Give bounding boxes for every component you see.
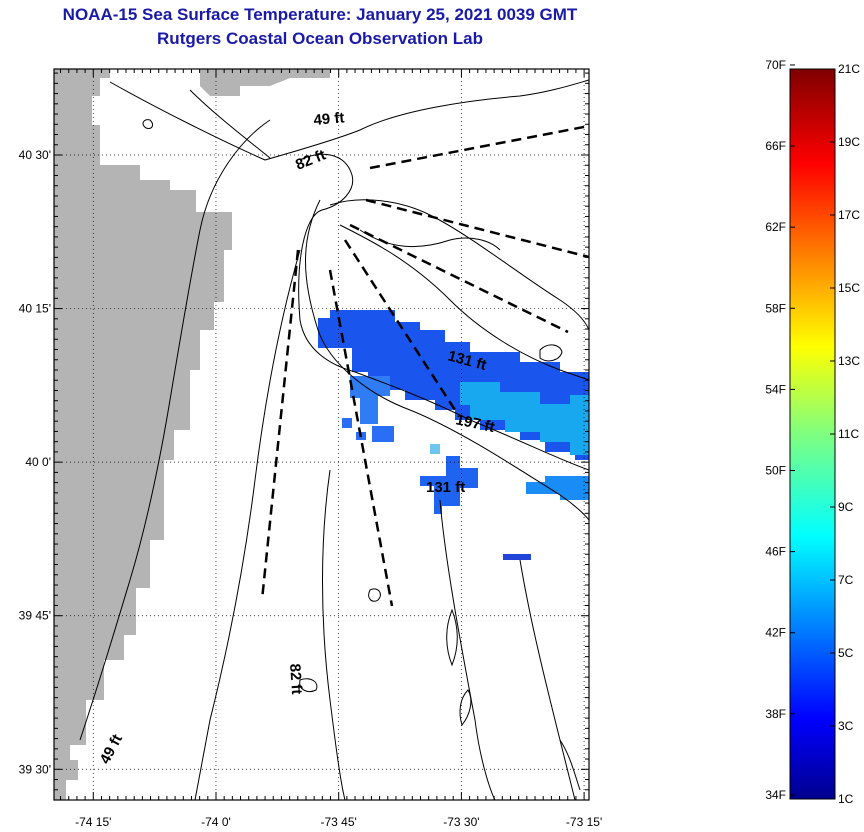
colorbar-f-label: 62F xyxy=(765,220,786,234)
longitude-labels: -74 15' -74 0' -73 45' -73 30' -73 15' xyxy=(75,815,602,829)
colorbar-c-label: 7C xyxy=(838,573,854,587)
map-title: NOAA-15 Sea Surface Temperature: January… xyxy=(62,5,578,24)
longitude-label: -73 15' xyxy=(566,815,602,829)
latitude-label: 40 30' xyxy=(19,148,51,162)
longitude-label: -74 15' xyxy=(75,815,111,829)
sst-pixels xyxy=(318,310,589,560)
bathymetry-contours xyxy=(79,79,589,800)
colorbar-c-label: 11C xyxy=(838,427,859,441)
colorbar-f-label: 38F xyxy=(765,707,786,721)
depth-label-82ft-south: 82 ft xyxy=(286,663,305,695)
colorbar-c-label: 9C xyxy=(838,500,854,514)
map-subtitle: Rutgers Coastal Ocean Observation Lab xyxy=(157,29,483,48)
latitude-label: 39 30' xyxy=(19,762,51,776)
latitude-label: 40 0' xyxy=(25,455,51,469)
map-frame xyxy=(53,68,590,801)
colorbar-c-label: 13C xyxy=(838,354,860,368)
colorbar-c-label: 17C xyxy=(838,208,860,222)
minor-ticks xyxy=(54,69,589,801)
colorbar-f-label: 54F xyxy=(765,382,786,396)
colorbar-c-label: 1C xyxy=(838,792,854,806)
colorbar-c-label: 5C xyxy=(838,646,854,660)
latitude-label: 40 15' xyxy=(19,302,51,316)
longitude-label: -73 45' xyxy=(321,815,357,829)
land-new-jersey xyxy=(54,69,232,770)
colorbar-c-label: 15C xyxy=(838,281,860,295)
colorbar-c-label: 21C xyxy=(838,62,860,76)
latitude-labels: 40 30' 40 15' 40 0' 39 45' 39 30' xyxy=(19,148,51,776)
depth-label-131ft-south: 131 ft xyxy=(426,479,465,496)
colorbar xyxy=(789,68,836,800)
colorbar-ticks xyxy=(790,64,835,800)
longitude-label: -73 30' xyxy=(443,815,479,829)
colorbar-f-label: 34F xyxy=(765,788,786,802)
land-coastal-patch xyxy=(54,760,78,800)
colorbar-c-label: 3C xyxy=(838,719,854,733)
colorbar-celsius-labels: 21C 19C 17C 15C 13C 11C 9C 7C 5C 3C 1C xyxy=(838,62,860,806)
colorbar-f-label: 50F xyxy=(765,464,786,478)
colorbar-f-label: 70F xyxy=(765,58,786,72)
colorbar-f-label: 46F xyxy=(765,545,786,559)
colorbar-fahrenheit-labels: 70F 66F 62F 58F 54F 50F 46F 42F 38F 34F xyxy=(765,58,786,802)
colorbar-f-label: 66F xyxy=(765,139,786,153)
colorbar-c-label: 19C xyxy=(838,135,860,149)
longitude-label: -74 0' xyxy=(201,815,231,829)
land-long-island xyxy=(200,69,330,96)
depth-label-49ft-north: 49 ft xyxy=(313,109,345,129)
colorbar-f-label: 42F xyxy=(765,626,786,640)
colorbar-f-label: 58F xyxy=(765,301,786,315)
latitude-label: 39 45' xyxy=(19,609,51,623)
dashed-channel-lines xyxy=(260,124,589,607)
